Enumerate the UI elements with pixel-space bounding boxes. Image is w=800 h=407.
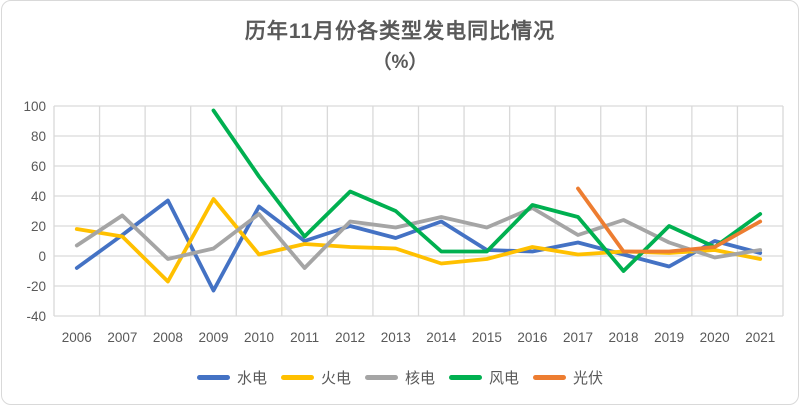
legend-item-hydro: 水电 — [196, 367, 267, 388]
x-axis-tick-label: 2009 — [198, 330, 228, 345]
x-axis-tick-label: 2016 — [517, 330, 547, 345]
x-axis-tick-label: 2019 — [654, 330, 684, 345]
y-axis-tick-label: 100 — [23, 99, 46, 114]
x-axis-tick-label: 2007 — [107, 330, 137, 345]
x-axis-tick-label: 2013 — [381, 330, 411, 345]
y-axis-tick-label: -20 — [26, 279, 46, 294]
legend-label-hydro: 水电 — [236, 370, 267, 387]
legend-swatch-hydro — [196, 375, 230, 380]
series-line-nuclear — [74, 206, 763, 270]
legend-label-solar: 光伏 — [573, 370, 604, 387]
series-line-solar — [576, 186, 763, 254]
legend-item-wind: 风电 — [449, 367, 519, 388]
legend-swatch-nuclear — [364, 375, 398, 380]
legend-swatch-wind — [449, 375, 482, 380]
legend-item-solar: 光伏 — [533, 367, 603, 388]
legend-label-wind: 风电 — [489, 370, 520, 387]
legend-label-nuclear: 核电 — [404, 370, 435, 387]
y-axis-tick-label: 60 — [31, 159, 46, 174]
chart-legend: 水电 火电 核电 风电 光伏 — [2, 367, 798, 388]
x-axis-tick-label: 2017 — [563, 330, 593, 345]
legend-item-thermal: 火电 — [280, 367, 351, 388]
legend-swatch-solar — [533, 375, 567, 380]
x-axis-tick-label: 2012 — [335, 330, 365, 345]
y-axis-tick-label: 0 — [38, 249, 46, 264]
legend-item-nuclear: 核电 — [364, 367, 435, 388]
x-axis-tick-label: 2008 — [153, 330, 183, 345]
y-axis-tick-label: 20 — [31, 219, 46, 234]
chart-subtitle: （%） — [372, 52, 428, 73]
x-axis-tick-label: 2006 — [62, 330, 92, 345]
chart-title: 历年11月份各类型发电同比情况 — [244, 20, 556, 43]
x-axis-tick-label: 2014 — [426, 330, 457, 345]
series-line-wind — [211, 108, 763, 273]
y-axis-tick-label: 80 — [31, 129, 46, 144]
y-axis-tick-label: -40 — [26, 309, 46, 324]
x-axis-tick-label: 2020 — [700, 330, 730, 345]
legend-swatch-thermal — [280, 375, 314, 380]
x-axis-tick-label: 2021 — [745, 330, 775, 345]
x-axis-tick-label: 2010 — [244, 330, 274, 345]
x-axis-tick-label: 2015 — [472, 330, 502, 345]
y-axis-tick-label: 40 — [31, 189, 46, 204]
x-axis-tick-label: 2011 — [290, 330, 319, 345]
x-axis-tick-label: 2018 — [609, 330, 639, 345]
legend-label-thermal: 火电 — [320, 370, 351, 387]
